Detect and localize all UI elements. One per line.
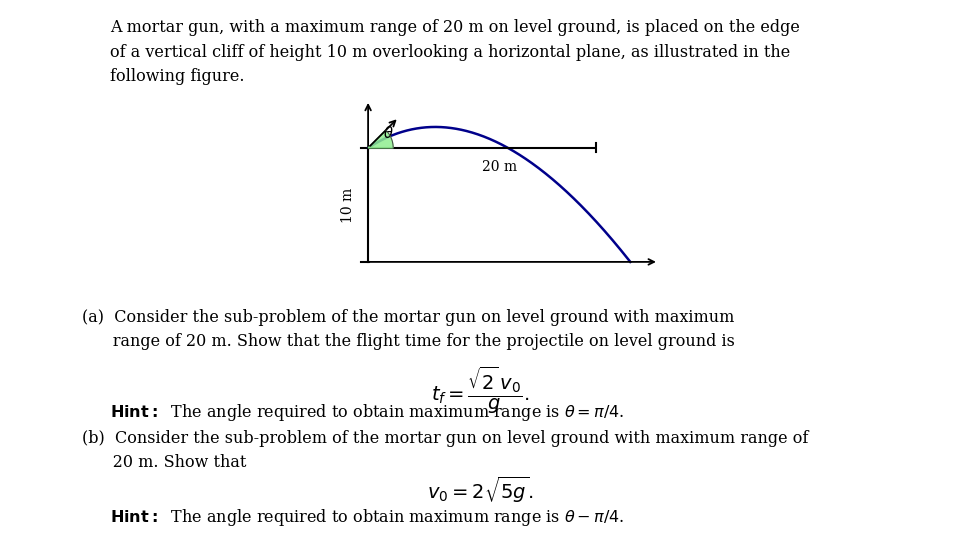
Text: $\mathbf{Hint:}$  The angle required to obtain maximum range is $\theta = \pi/4$: $\mathbf{Hint:}$ The angle required to o… bbox=[110, 402, 625, 423]
Text: (a)  Consider the sub-problem of the mortar gun on level ground with maximum
   : (a) Consider the sub-problem of the mort… bbox=[82, 309, 734, 350]
Text: (b)  Consider the sub-problem of the mortar gun on level ground with maximum ran: (b) Consider the sub-problem of the mort… bbox=[82, 430, 808, 471]
Text: A mortar gun, with a maximum range of 20 m on level ground, is placed on the edg: A mortar gun, with a maximum range of 20… bbox=[110, 19, 801, 85]
Text: 10 m: 10 m bbox=[341, 187, 354, 223]
Text: $t_f = \dfrac{\sqrt{2}\,v_0}{g}.$: $t_f = \dfrac{\sqrt{2}\,v_0}{g}.$ bbox=[431, 365, 529, 417]
Text: $v_0 = 2\sqrt{5g}.$: $v_0 = 2\sqrt{5g}.$ bbox=[426, 475, 534, 505]
Text: $\mathbf{Hint:}$  The angle required to obtain maximum range is $\theta - \pi/4$: $\mathbf{Hint:}$ The angle required to o… bbox=[110, 507, 625, 528]
Polygon shape bbox=[368, 130, 394, 148]
Text: $\theta$: $\theta$ bbox=[383, 125, 394, 141]
Text: 20 m: 20 m bbox=[482, 160, 516, 174]
